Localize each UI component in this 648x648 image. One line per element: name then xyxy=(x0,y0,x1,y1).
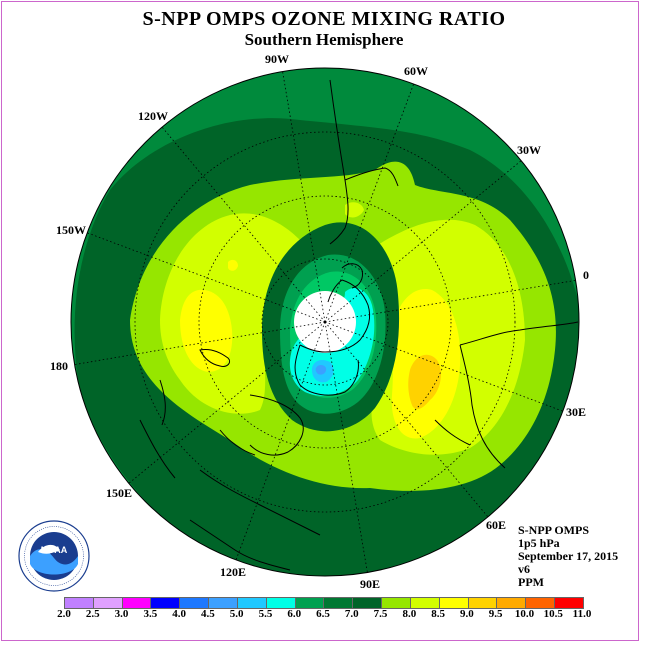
colorbar-tick-label: 6.0 xyxy=(287,608,302,620)
lon-label-30e: 30E xyxy=(566,405,587,419)
colorbar-tick-label: 7.5 xyxy=(373,608,388,620)
colorbar-swatch xyxy=(93,598,123,608)
lon-label-30w: 30W xyxy=(517,143,541,157)
coastlines xyxy=(139,79,579,571)
colorbar-swatch xyxy=(353,598,383,608)
colorbar-swatch xyxy=(237,598,267,608)
band-8-5-left xyxy=(180,289,233,372)
info-instrument: S-NPP OMPS xyxy=(518,523,589,537)
colorbar-tick-label: 7.0 xyxy=(344,608,359,620)
peak-9-0 xyxy=(408,354,441,410)
colorbar-tick-label: 10.5 xyxy=(543,608,563,620)
lon-label-0: 0 xyxy=(583,268,589,282)
vortex-4-5 xyxy=(315,365,327,375)
band-8-5-left-spot xyxy=(228,259,238,271)
colorbar-swatch xyxy=(295,598,325,608)
lon-label-60w: 60W xyxy=(404,64,428,78)
colorbar-tick-label: 9.5 xyxy=(488,608,503,620)
colorbar-swatch xyxy=(439,598,469,608)
colorbar-swatch xyxy=(324,598,354,608)
map-boundary xyxy=(70,67,580,577)
colorbar-swatch xyxy=(151,598,181,608)
colorbar-tick-label: 3.0 xyxy=(114,608,129,620)
colorbar-tick-label: 5.5 xyxy=(258,608,273,620)
lon-label-180: 180 xyxy=(50,359,68,373)
noaa-logo: NOAA xyxy=(18,520,90,592)
lon-label-90e: 90E xyxy=(360,577,381,591)
colorbar-tick-label: 3.5 xyxy=(143,608,158,620)
colorbar-swatch xyxy=(122,598,152,608)
colorbar-swatch xyxy=(526,598,556,608)
colorbar-tick-label: 11.0 xyxy=(572,608,592,620)
colorbar xyxy=(64,597,584,609)
colorbar-swatch xyxy=(180,598,210,608)
svg-text:NOAA: NOAA xyxy=(41,545,68,555)
info-version: v6 xyxy=(518,562,530,576)
lon-label-120w: 120W xyxy=(138,109,168,123)
lon-label-60e: 60E xyxy=(486,518,507,532)
colorbar-tick-label: 4.0 xyxy=(172,608,186,620)
colorbar-swatch xyxy=(65,598,94,608)
colorbar-swatch xyxy=(382,598,411,608)
colorbar-swatch xyxy=(497,598,527,608)
colorbar-tick-label: 5.0 xyxy=(229,608,244,620)
colorbar-tick-label: 2.0 xyxy=(57,608,71,620)
lon-label-120e: 120E xyxy=(220,565,247,579)
lon-label-90w: 90W xyxy=(265,52,289,66)
colorbar-tick-label: 2.5 xyxy=(85,608,100,620)
info-units: PPM xyxy=(518,575,544,589)
lon-label-150w: 150W xyxy=(56,223,86,237)
colorbar-tick-label: 8.5 xyxy=(431,608,445,620)
info-level: 1p5 hPa xyxy=(518,536,560,550)
colorbar-swatch xyxy=(266,598,296,608)
lon-label-150e: 150E xyxy=(106,486,133,500)
colorbar-tick-label: 4.5 xyxy=(201,608,215,620)
figure-subtitle: Southern Hemisphere xyxy=(244,30,404,49)
colorbar-swatch xyxy=(410,598,440,608)
graticule xyxy=(71,68,579,576)
colorbar-swatch xyxy=(555,598,583,608)
info-date: September 17, 2015 xyxy=(518,549,619,563)
colorbar-swatch xyxy=(468,598,498,608)
band-8-0-top xyxy=(345,202,364,218)
colorbar-tick-label: 9.0 xyxy=(460,608,474,620)
figure-title: S-NPP OMPS OZONE MIXING RATIO xyxy=(142,8,506,30)
colorbar-swatch xyxy=(209,598,238,608)
colorbar-tick-label: 10.0 xyxy=(514,608,535,620)
figure-border xyxy=(1,1,639,641)
info-block: S-NPP OMPS 1p5 hPa September 17, 2015 v6… xyxy=(518,524,618,589)
colorbar-tick-label: 6.5 xyxy=(316,608,330,620)
colorbar-tick-label: 8.0 xyxy=(402,608,417,620)
